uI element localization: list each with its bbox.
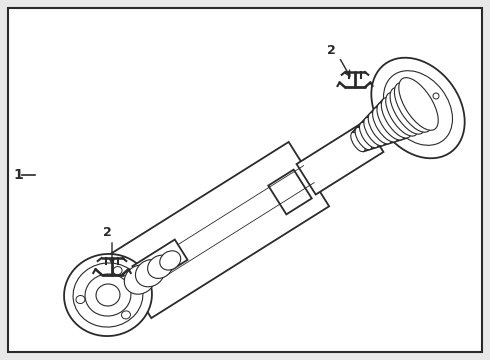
Ellipse shape	[384, 71, 452, 145]
Ellipse shape	[135, 260, 164, 287]
Ellipse shape	[76, 296, 85, 303]
Ellipse shape	[386, 93, 418, 136]
Ellipse shape	[390, 87, 425, 134]
Ellipse shape	[73, 263, 143, 327]
Text: 1: 1	[13, 168, 23, 182]
Polygon shape	[268, 170, 312, 214]
Ellipse shape	[64, 254, 152, 336]
Polygon shape	[296, 121, 384, 194]
Polygon shape	[111, 142, 329, 318]
Ellipse shape	[355, 127, 372, 150]
Ellipse shape	[351, 132, 365, 152]
Ellipse shape	[122, 311, 130, 319]
Ellipse shape	[381, 98, 412, 138]
Ellipse shape	[124, 265, 155, 294]
Text: 2: 2	[102, 225, 111, 239]
Text: 2: 2	[327, 44, 335, 57]
Ellipse shape	[377, 103, 405, 140]
Ellipse shape	[160, 251, 181, 270]
Ellipse shape	[368, 112, 392, 144]
Ellipse shape	[394, 82, 432, 132]
Ellipse shape	[360, 122, 378, 148]
Ellipse shape	[371, 58, 465, 158]
Ellipse shape	[399, 78, 438, 130]
Ellipse shape	[364, 117, 385, 146]
Polygon shape	[132, 239, 188, 287]
Ellipse shape	[433, 93, 439, 99]
Ellipse shape	[147, 255, 172, 278]
Ellipse shape	[372, 108, 398, 142]
Ellipse shape	[113, 266, 122, 275]
Ellipse shape	[85, 274, 131, 316]
Ellipse shape	[96, 284, 120, 306]
